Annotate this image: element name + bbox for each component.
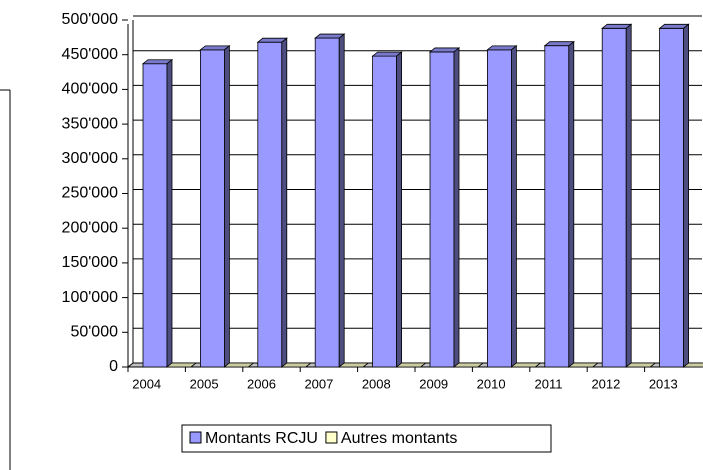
y-tick-label: 400'000 (62, 81, 119, 98)
bar-side (625, 23, 632, 368)
bar-side (396, 51, 403, 368)
bar (142, 63, 168, 368)
bar (372, 55, 398, 368)
y-tick-label: 350'000 (62, 115, 119, 132)
y-tick-label: 0 (109, 358, 118, 375)
bar-side (453, 47, 460, 368)
legend (181, 424, 552, 453)
bar-top (682, 362, 703, 368)
y-tick-label: 300'000 (62, 150, 119, 167)
x-tick-label: 2010 (477, 376, 506, 391)
bar-side (166, 58, 173, 368)
bar-side (248, 362, 254, 368)
bar-side (649, 362, 656, 368)
bar (486, 49, 512, 368)
legend-label: Autres montants (341, 430, 458, 447)
bar-side (477, 362, 484, 368)
bar-side (592, 362, 599, 368)
x-tick-label: 2009 (419, 376, 448, 391)
bar-side (568, 40, 575, 368)
y-tick-label: 450'000 (62, 46, 119, 63)
bar-side (305, 362, 312, 368)
bar (429, 51, 455, 368)
x-tick-label: 2008 (362, 376, 391, 391)
x-tick-label: 2006 (247, 376, 276, 391)
y-tick-label: 100'000 (62, 289, 119, 306)
bar-side (338, 33, 345, 368)
y-tick-label: 250'000 (62, 185, 119, 202)
bar-side (223, 45, 230, 368)
legend-swatch (189, 431, 202, 444)
bar (199, 49, 225, 368)
y-tick-label: 200'000 (62, 219, 119, 236)
bar-side (535, 362, 541, 368)
bar-side (281, 37, 288, 368)
x-tick-label: 2004 (132, 376, 161, 391)
y-tick-label: 50'000 (70, 324, 118, 341)
bar-side (510, 45, 517, 368)
x-tick-label: 2005 (190, 376, 219, 391)
x-tick-label: 2011 (535, 376, 563, 391)
legend-swatch (325, 431, 338, 444)
x-tick-label: 2013 (649, 376, 678, 391)
y-tick-label: 500'000 (62, 11, 119, 28)
bar (257, 41, 283, 368)
bar (601, 27, 627, 368)
bar-side (420, 362, 426, 368)
legend-label: Montants RCJU (205, 430, 318, 447)
bar-side (683, 23, 689, 368)
x-tick-label: 2012 (591, 376, 620, 391)
bar-side (362, 362, 369, 368)
bar (544, 45, 570, 368)
x-tick-label: 2007 (304, 376, 333, 391)
bar-side (190, 362, 197, 368)
bar (659, 27, 684, 368)
y-tick-label: 150'000 (62, 254, 119, 271)
bar (314, 37, 340, 368)
